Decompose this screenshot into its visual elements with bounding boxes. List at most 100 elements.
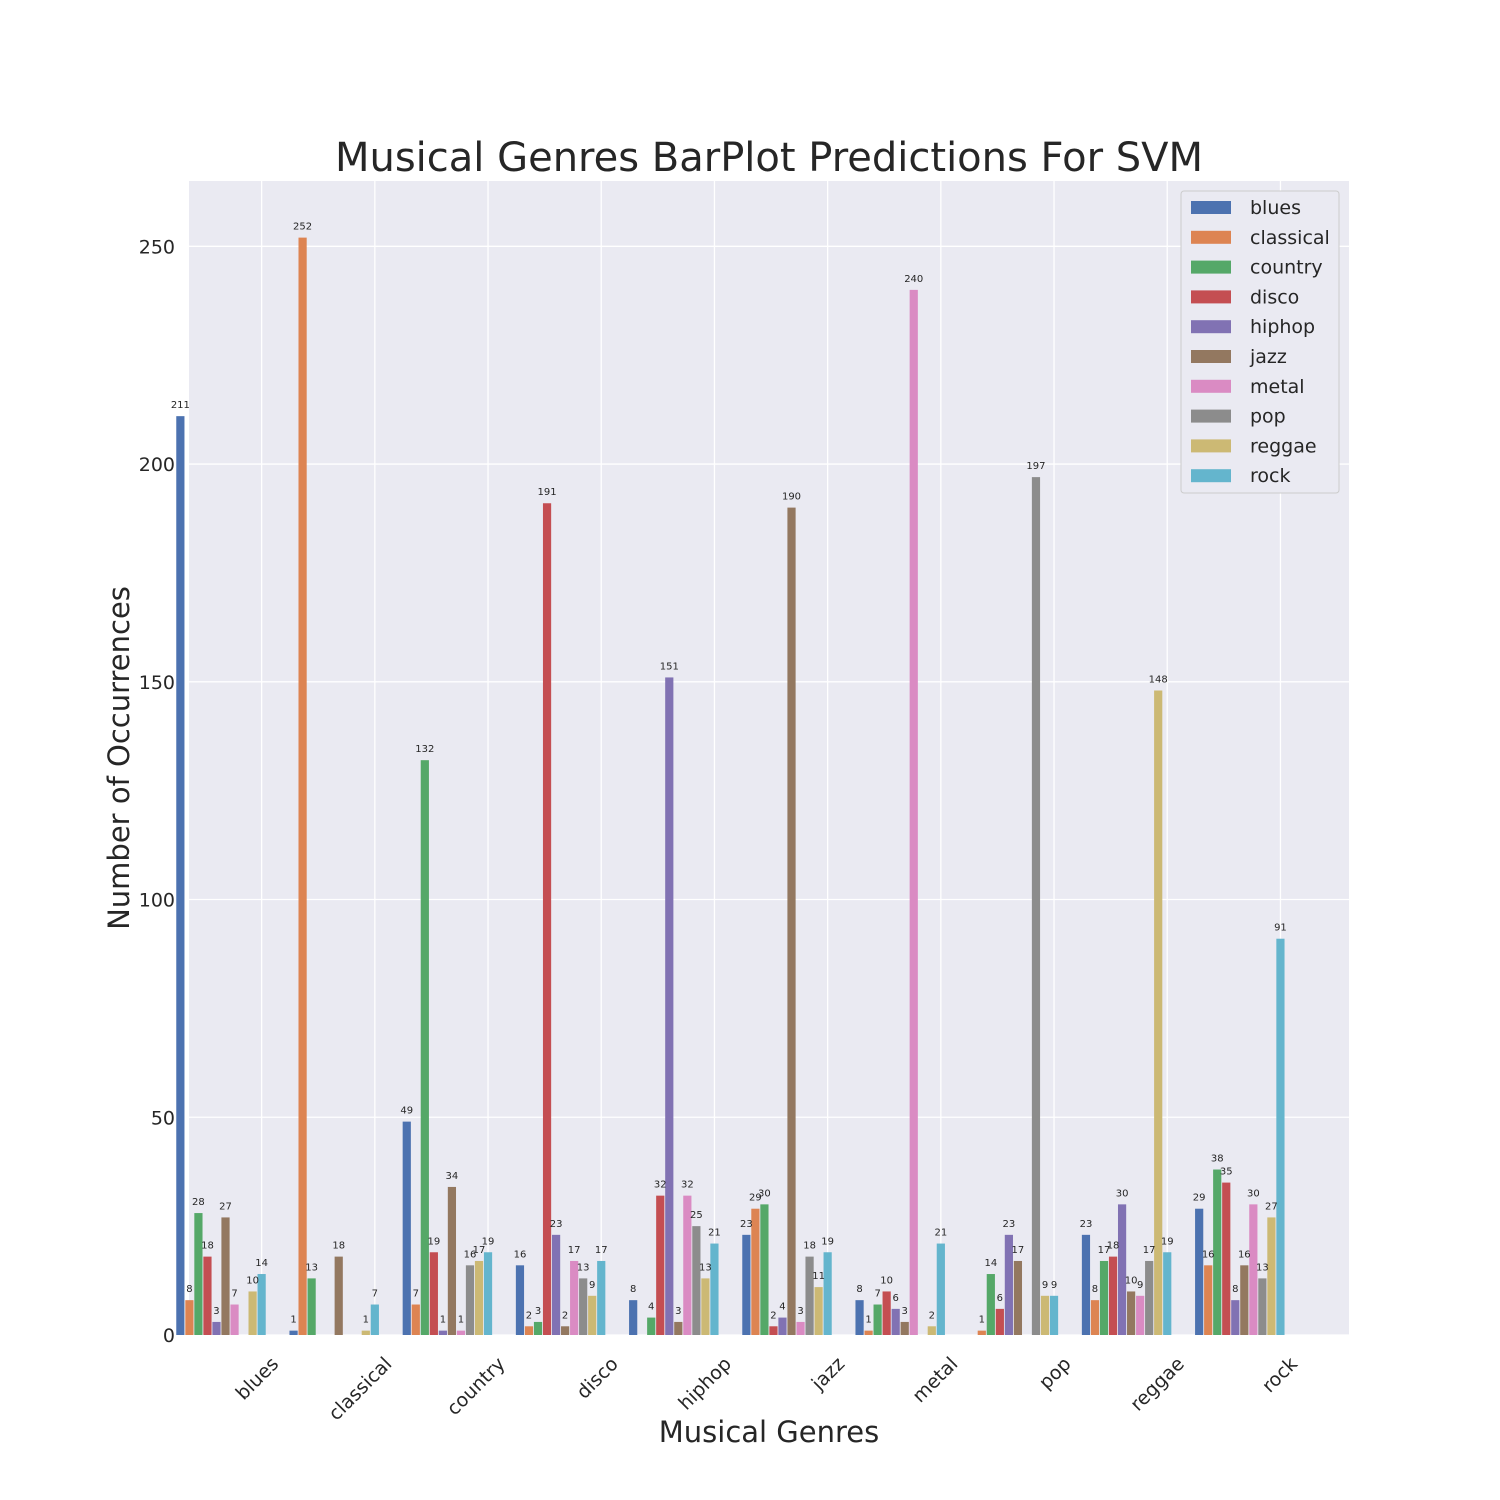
y-tick-label: 0	[163, 1325, 175, 1347]
y-tick-label: 100	[139, 890, 175, 912]
data-label: 8	[1232, 1284, 1238, 1295]
data-label: 29	[1193, 1193, 1206, 1204]
data-label: 3	[675, 1306, 681, 1317]
data-label: 16	[514, 1249, 527, 1260]
x-gridlines	[260, 181, 1282, 1335]
bar	[588, 1295, 597, 1335]
data-label: 3	[797, 1306, 803, 1317]
bar	[1108, 1256, 1118, 1335]
legend-label: reggae	[1250, 435, 1317, 457]
data-label: 240	[904, 274, 923, 285]
data-label: 10	[246, 1275, 259, 1286]
data-label: 30	[1116, 1188, 1129, 1199]
data-label: 211	[171, 400, 190, 411]
legend: blues classical country disco hiphop jazz meta…	[1180, 190, 1340, 494]
data-label: 1	[290, 1315, 296, 1326]
bar	[1213, 1169, 1222, 1335]
x-tick-label: blues	[232, 1353, 284, 1405]
data-label: 30	[758, 1188, 771, 1199]
legend-label: jazz	[1249, 346, 1287, 368]
bar	[289, 1330, 298, 1335]
bar	[483, 1252, 493, 1335]
bar	[656, 1195, 665, 1335]
data-label: 21	[934, 1228, 947, 1239]
data-label: 1	[979, 1315, 985, 1326]
bar	[524, 1326, 534, 1335]
bar	[769, 1326, 778, 1335]
data-label: 17	[595, 1245, 608, 1256]
data-label: 2	[526, 1310, 532, 1321]
bar	[1004, 1234, 1013, 1335]
bar	[1117, 1204, 1127, 1335]
legend-swatch	[1191, 379, 1231, 393]
data-label: 32	[681, 1180, 694, 1191]
data-label: 28	[192, 1197, 205, 1208]
bar	[1240, 1265, 1249, 1335]
bar	[796, 1321, 805, 1335]
data-label: 21	[708, 1228, 721, 1239]
data-label: 132	[415, 744, 434, 755]
data-label: 16	[1238, 1249, 1251, 1260]
data-label: 148	[1149, 675, 1168, 686]
bar	[447, 1186, 457, 1335]
bar	[1136, 1295, 1145, 1335]
x-tick-label: hiphop	[674, 1353, 736, 1415]
legend-label: country	[1250, 257, 1323, 279]
bar	[176, 416, 185, 1335]
bar	[787, 507, 796, 1335]
bar	[515, 1265, 525, 1335]
data-label: 23	[740, 1219, 753, 1230]
legend-label: blues	[1250, 197, 1301, 219]
x-tick-label: classical	[324, 1353, 396, 1425]
data-label: 8	[856, 1284, 862, 1295]
data-label: 25	[690, 1210, 703, 1221]
bar	[936, 1243, 945, 1335]
bar	[855, 1300, 864, 1335]
data-label: 34	[446, 1171, 459, 1182]
data-label: 14	[255, 1258, 268, 1269]
bar	[298, 237, 307, 1335]
bar	[1231, 1300, 1240, 1335]
data-label: 6	[997, 1293, 1003, 1304]
data-label: 27	[219, 1201, 232, 1212]
bar	[230, 1304, 239, 1335]
data-label: 18	[332, 1241, 345, 1252]
bar	[597, 1260, 606, 1335]
data-label: 17	[473, 1245, 486, 1256]
bar	[995, 1308, 1004, 1335]
x-tick-label: jazz	[807, 1353, 849, 1395]
bar	[882, 1291, 891, 1335]
bar	[1267, 1217, 1276, 1335]
bar	[1195, 1208, 1204, 1335]
data-label: 19	[427, 1236, 440, 1247]
data-label: 23	[1080, 1219, 1093, 1230]
bar	[710, 1243, 719, 1335]
data-label: 2	[770, 1310, 776, 1321]
legend-label: hiphop	[1250, 316, 1315, 338]
legend-label: rock	[1250, 465, 1290, 487]
data-label: 38	[1211, 1154, 1224, 1165]
bar	[1099, 1260, 1109, 1335]
bar	[909, 289, 918, 1335]
bar	[438, 1330, 447, 1335]
bar	[647, 1317, 656, 1335]
bars	[176, 237, 1285, 1336]
y-tick-labels: 0 50 100 150 200 250	[139, 236, 175, 1347]
data-label: 4	[648, 1302, 654, 1313]
data-label: 6	[892, 1293, 898, 1304]
bar	[751, 1208, 760, 1335]
bar	[742, 1234, 751, 1335]
data-label: 3	[535, 1306, 541, 1317]
legend-label: metal	[1250, 376, 1305, 398]
data-label: 19	[1161, 1236, 1174, 1247]
bar	[370, 1304, 379, 1335]
data-label: 35	[1220, 1167, 1233, 1178]
x-tick-label: reggae	[1126, 1353, 1189, 1416]
data-label: 1	[458, 1315, 464, 1326]
data-label: 13	[305, 1262, 318, 1273]
bar	[977, 1330, 986, 1335]
data-label: 18	[1107, 1241, 1120, 1252]
data-label: 27	[1265, 1201, 1278, 1212]
bar	[900, 1321, 909, 1335]
